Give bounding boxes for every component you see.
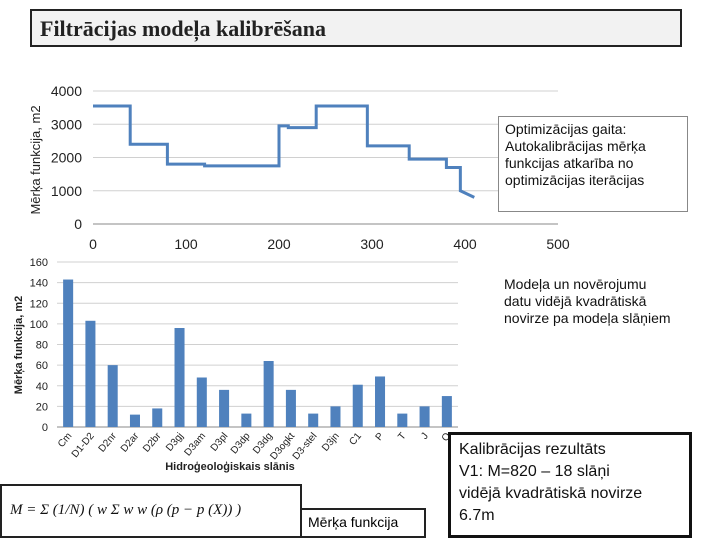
result-line-4: 6.7m: [459, 507, 495, 524]
bar-category-label: J: [419, 431, 431, 442]
bar-category-label: D2ar: [119, 430, 142, 454]
page-title: Filtrācijas modeļa kalibrēšana: [40, 16, 326, 41]
line-ytick-label: 2000: [51, 150, 82, 166]
bar-q: [441, 396, 452, 427]
bar-category-label: Cm: [56, 431, 74, 450]
bar-category-label: T: [396, 431, 408, 443]
bar-d2ar: [129, 414, 140, 427]
bar-ytick-label: 100: [30, 319, 48, 331]
line-xtick-label: 400: [453, 236, 477, 252]
formula-label: Mērķa funkcija: [302, 508, 426, 538]
line-xtick-label: 300: [360, 236, 384, 252]
bar-t: [397, 413, 408, 427]
line-ytick-label: 4000: [51, 83, 82, 99]
line-xtick-label: 200: [267, 236, 291, 252]
bar-c1: [352, 384, 363, 427]
line-xtick-label: 500: [546, 236, 570, 252]
formula-text: M = Σ (1/N) ( w Σ w w (ρ (p − p (X)) ): [10, 502, 242, 518]
bar-d3gj: [174, 328, 185, 427]
bar-category-label: D3jn: [320, 431, 342, 454]
line-ytick-label: 3000: [51, 116, 82, 132]
bar-ylabel: Mērķa funkcija, m2: [13, 296, 25, 394]
bar-d3-stel: [308, 413, 319, 427]
result-callout: Kalibrācijas rezultāts V1: M=820 – 18 sl…: [448, 432, 692, 538]
line-xtick-label: 100: [174, 236, 198, 252]
bar-d3dp: [241, 413, 252, 427]
bar-d3jn: [330, 406, 341, 427]
bar-category-label: D3pl: [209, 431, 231, 454]
bar-d2br: [152, 408, 163, 427]
bar-d3am: [196, 377, 207, 427]
bar-d2nr: [107, 365, 118, 427]
result-line-2: V1: M=820 – 18 slāņi: [459, 463, 610, 480]
bar-category-label: D3am: [183, 431, 209, 459]
bar-ytick-label: 60: [36, 360, 48, 372]
bar-ytick-label: 20: [36, 401, 48, 413]
bar-d3ogkt: [285, 389, 296, 427]
bar-ytick-label: 140: [30, 278, 48, 290]
title-box: Filtrācijas modeļa kalibrēšana: [30, 9, 682, 47]
bar-category-label: D2nr: [97, 430, 120, 454]
line-series: [93, 104, 475, 199]
line-xtick-label: 0: [89, 236, 97, 252]
line-ytick-label: 1000: [51, 183, 82, 199]
bar-cm: [63, 279, 74, 427]
result-line-1: Kalibrācijas rezultāts: [459, 441, 606, 458]
bar-category-label: C1: [347, 431, 364, 448]
bar-category-label: D2br: [141, 430, 164, 454]
bar-ytick-label: 120: [30, 298, 48, 310]
bar-ytick-label: 80: [36, 340, 48, 352]
result-line-3: vidējā kvadrātiskā novirze: [459, 485, 643, 502]
bar-category-label: D1-D2: [70, 431, 97, 461]
line-ylabel: Mērķa funkcija, m2: [28, 105, 43, 214]
bar-p: [375, 376, 386, 427]
formula-box: M = Σ (1/N) ( w Σ w w (ρ (p − p (X)) ): [0, 484, 302, 538]
bar-ytick-label: 0: [42, 422, 48, 434]
line-ytick-label: 0: [74, 216, 82, 232]
rms-callout: Modeļa un novērojumu datu vidējā kvadrāt…: [498, 272, 678, 364]
bar-d1-d2: [85, 320, 96, 427]
bar-d3dg: [263, 361, 274, 427]
bar-d3pl: [219, 389, 230, 427]
bar-ytick-label: 40: [36, 381, 48, 393]
bar-xlabel: Hidroģeoloģiskais slānis: [165, 460, 295, 473]
bar-j: [419, 406, 430, 427]
bar-category-label: D3-stel: [291, 431, 320, 462]
bar-category-label: D3dp: [229, 431, 253, 457]
bar-category-label: P: [374, 431, 387, 443]
optimization-callout: Optimizācijas gaita: Autokalibrācijas mē…: [498, 116, 688, 212]
bar-ytick-label: 160: [30, 257, 48, 269]
